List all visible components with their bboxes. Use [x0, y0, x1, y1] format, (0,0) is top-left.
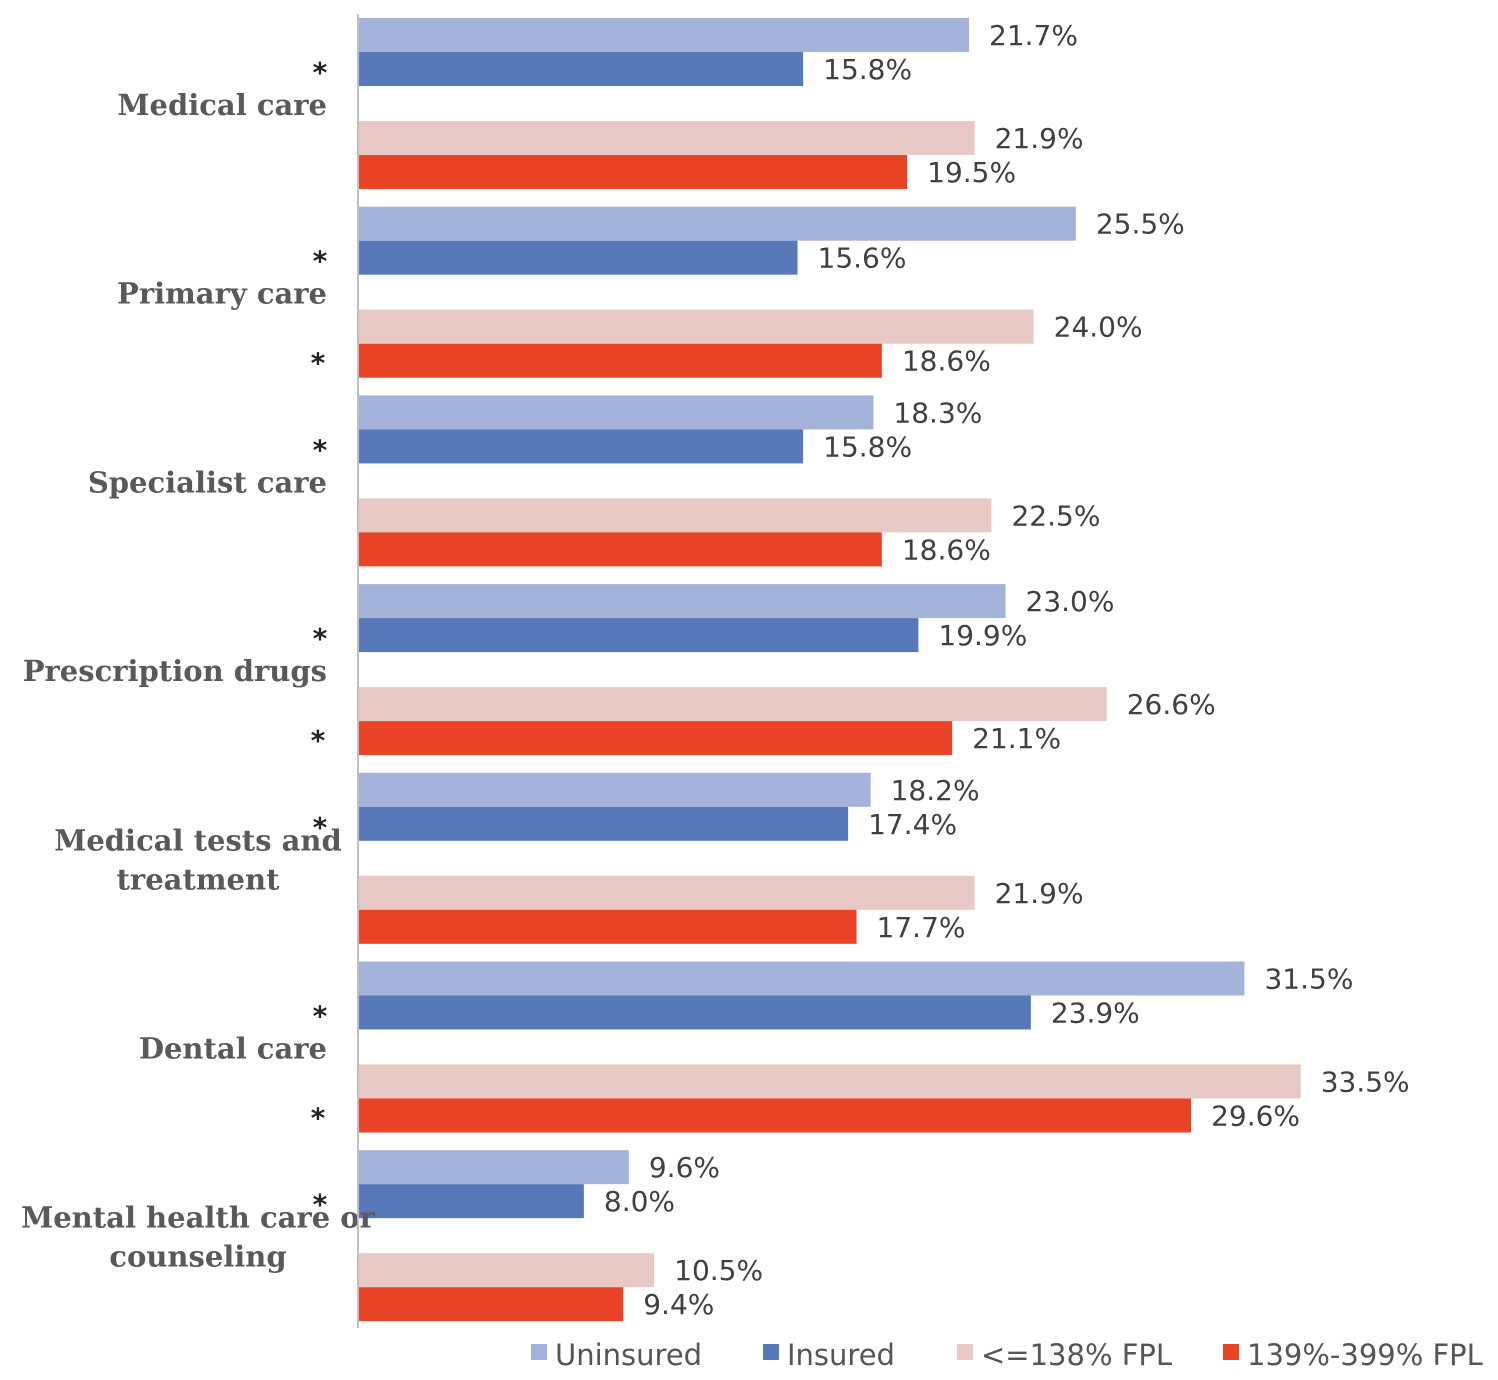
bar-medical-tests-and-treatment-uninsured [359, 772, 871, 807]
bar-medical-tests-and-treatment-insured [359, 806, 849, 841]
category-label-medical-tests-and-treatment: Medical tests and treatment [54, 823, 342, 896]
value-label-specialist-care-mid-income: 18.6% [902, 533, 991, 566]
significance-marker-income-primary-care: * [311, 347, 326, 380]
bar-mental-health-care-or-counseling-mid-income [359, 1287, 624, 1322]
legend-label-low-income: <=138% FPL [981, 1338, 1172, 1372]
legend-label-mid-income: 139%-399% FPL [1247, 1338, 1483, 1372]
category-label-medical-care: Medical care [117, 88, 327, 122]
bar-medical-tests-and-treatment-mid-income [359, 909, 857, 944]
category-label-line: Specialist care [88, 465, 327, 499]
bar-prescription-drugs-insured [359, 618, 919, 653]
bar-medical-tests-and-treatment-low-income [359, 875, 975, 910]
bar-specialist-care-mid-income [359, 532, 882, 567]
bar-primary-care-low-income [359, 309, 1034, 344]
value-label-prescription-drugs-uninsured: 23.0% [1026, 585, 1115, 618]
bar-prescription-drugs-uninsured [359, 584, 1006, 619]
significance-marker-income-prescription-drugs: * [311, 724, 326, 757]
value-label-medical-care-mid-income: 19.5% [927, 156, 1016, 189]
legend-swatch-insured [763, 1344, 779, 1360]
significance-marker-insurance-prescription-drugs: * [313, 622, 328, 655]
category-label-line: Primary care [117, 277, 327, 311]
significance-marker-income-dental-care: * [311, 1102, 326, 1135]
value-label-dental-care-insured: 23.9% [1051, 997, 1140, 1030]
bar-specialist-care-insured [359, 429, 804, 464]
value-label-medical-care-low-income: 21.9% [995, 122, 1084, 155]
bar-medical-care-uninsured [359, 18, 969, 52]
bar-dental-care-low-income [359, 1064, 1301, 1099]
value-label-specialist-care-uninsured: 18.3% [893, 396, 982, 429]
category-label-line: treatment [117, 862, 281, 896]
legend-label-uninsured: Uninsured [555, 1338, 702, 1372]
bar-primary-care-insured [359, 240, 798, 275]
significance-marker-insurance-primary-care: * [313, 245, 328, 278]
significance-marker-insurance-medical-tests-and-treatment: * [313, 811, 328, 844]
value-label-mental-health-care-or-counseling-mid-income: 9.4% [643, 1288, 714, 1321]
category-label-line: Prescription drugs [23, 654, 327, 688]
bar-dental-care-mid-income [359, 1098, 1192, 1133]
bar-specialist-care-low-income [359, 498, 992, 533]
legend-swatch-low-income [957, 1344, 973, 1360]
category-label-line: Medical care [117, 88, 327, 122]
value-label-medical-tests-and-treatment-uninsured: 18.2% [891, 774, 980, 807]
bar-prescription-drugs-low-income [359, 687, 1107, 722]
value-label-prescription-drugs-mid-income: 21.1% [972, 722, 1061, 755]
value-label-medical-tests-and-treatment-insured: 17.4% [868, 808, 957, 841]
category-label-primary-care: Primary care [117, 277, 327, 311]
category-label-line: Mental health care or [21, 1201, 375, 1235]
value-label-primary-care-low-income: 24.0% [1054, 311, 1143, 344]
category-label-dental-care: Dental care [139, 1032, 327, 1066]
significance-marker-insurance-medical-care: * [313, 56, 328, 89]
value-label-mental-health-care-or-counseling-uninsured: 9.6% [649, 1151, 720, 1184]
value-label-medical-care-uninsured: 21.7% [989, 19, 1078, 52]
category-label-line: counseling [109, 1240, 286, 1274]
value-label-primary-care-uninsured: 25.5% [1096, 208, 1185, 241]
bar-primary-care-mid-income [359, 343, 882, 378]
value-label-dental-care-mid-income: 29.6% [1211, 1100, 1300, 1133]
significance-marker-insurance-specialist-care: * [313, 433, 328, 466]
value-label-medical-tests-and-treatment-mid-income: 17.7% [877, 911, 966, 944]
value-label-medical-tests-and-treatment-low-income: 21.9% [995, 877, 1084, 910]
significance-marker-insurance-dental-care: * [313, 1000, 328, 1033]
value-label-primary-care-mid-income: 18.6% [902, 345, 991, 378]
category-label-line: Medical tests and [54, 823, 342, 857]
bar-medical-care-low-income [359, 121, 975, 155]
bar-specialist-care-uninsured [359, 395, 874, 430]
bar-dental-care-uninsured [359, 961, 1245, 996]
bar-prescription-drugs-mid-income [359, 721, 953, 756]
value-label-specialist-care-insured: 15.8% [823, 430, 912, 463]
value-label-medical-care-insured: 15.8% [823, 53, 912, 86]
legend-swatch-mid-income [1223, 1344, 1239, 1360]
value-label-specialist-care-low-income: 22.5% [1011, 499, 1100, 532]
value-label-mental-health-care-or-counseling-low-income: 10.5% [674, 1254, 763, 1287]
category-label-line: Dental care [139, 1032, 327, 1066]
value-label-prescription-drugs-low-income: 26.6% [1127, 688, 1216, 721]
bar-mental-health-care-or-counseling-insured [359, 1184, 584, 1219]
value-label-dental-care-low-income: 33.5% [1321, 1066, 1410, 1099]
value-label-prescription-drugs-insured: 19.9% [938, 619, 1027, 652]
legend-label-insured: Insured [787, 1338, 895, 1372]
category-label-mental-health-care-or-counseling: Mental health care or counseling [21, 1201, 375, 1274]
bar-dental-care-insured [359, 995, 1031, 1030]
bar-medical-care-insured [359, 52, 804, 86]
bar-mental-health-care-or-counseling-low-income [359, 1253, 655, 1288]
category-label-specialist-care: Specialist care [88, 465, 327, 499]
value-label-primary-care-insured: 15.6% [818, 242, 907, 275]
bar-mental-health-care-or-counseling-uninsured [359, 1150, 629, 1185]
value-label-dental-care-uninsured: 31.5% [1264, 963, 1353, 996]
value-label-mental-health-care-or-counseling-insured: 8.0% [604, 1185, 675, 1218]
category-label-prescription-drugs: Prescription drugs [23, 654, 327, 688]
bar-primary-care-uninsured [359, 206, 1076, 241]
bar-medical-care-mid-income [359, 155, 908, 189]
legend-swatch-uninsured [531, 1344, 547, 1360]
significance-marker-insurance-mental-health-care-or-counseling: * [313, 1188, 328, 1221]
